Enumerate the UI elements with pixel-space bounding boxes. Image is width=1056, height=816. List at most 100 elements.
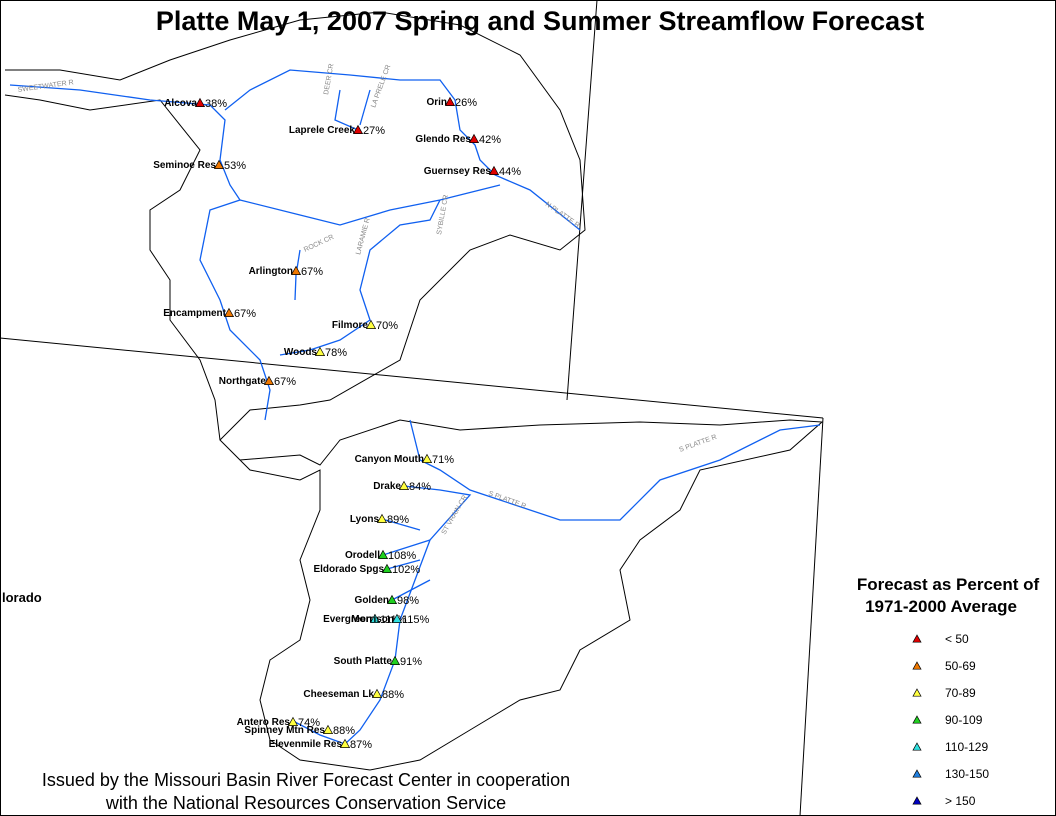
river bbox=[279, 199, 441, 356]
legend-marker bbox=[912, 796, 922, 805]
station-marker bbox=[287, 716, 299, 726]
station-marker bbox=[488, 165, 500, 175]
state-line bbox=[0, 337, 824, 419]
legend-label: 110-129 bbox=[945, 740, 988, 754]
station-name: Seminoe Res bbox=[153, 160, 216, 171]
boundaries bbox=[0, 0, 824, 816]
station-name: Canyon Mouth bbox=[355, 454, 424, 465]
state-line bbox=[799, 417, 824, 816]
station-name: Morrison bbox=[351, 614, 394, 625]
station-name: Guernsey Res bbox=[424, 166, 492, 177]
station-percent: 27% bbox=[363, 125, 385, 137]
river bbox=[239, 184, 501, 226]
station-name: Encampment bbox=[163, 308, 226, 319]
station-marker bbox=[322, 724, 334, 734]
legend-label: < 50 bbox=[945, 632, 969, 646]
legend-marker bbox=[912, 688, 922, 697]
river bbox=[334, 89, 371, 131]
station-percent: 42% bbox=[479, 134, 501, 146]
station-name: Woods bbox=[284, 347, 318, 358]
station-percent: 88% bbox=[333, 725, 355, 737]
station-marker bbox=[194, 97, 206, 107]
rivers bbox=[9, 69, 821, 745]
station-name: Alcova bbox=[164, 98, 197, 109]
station-marker bbox=[290, 265, 302, 275]
station-percent: 115% bbox=[402, 614, 430, 626]
station-percent: 74% bbox=[298, 717, 320, 729]
basin-outline bbox=[4, 11, 824, 771]
station-marker bbox=[376, 513, 388, 523]
legend-label: 90-109 bbox=[945, 713, 983, 727]
station-marker bbox=[223, 307, 235, 317]
station-percent: 70% bbox=[376, 320, 398, 332]
station-percent: 88% bbox=[382, 689, 404, 701]
station-name: South Platte bbox=[334, 656, 393, 667]
river bbox=[294, 249, 301, 301]
map-title: Platte May 1, 2007 Spring and Summer Str… bbox=[156, 6, 924, 36]
state-line bbox=[566, 0, 598, 401]
station-marker bbox=[389, 655, 401, 665]
station-marker bbox=[377, 549, 389, 559]
station-name: Drake bbox=[373, 481, 401, 492]
station-marker bbox=[263, 375, 275, 385]
legend-marker bbox=[912, 634, 922, 643]
station-marker bbox=[468, 133, 480, 143]
river bbox=[381, 518, 431, 601]
station-percent: 91% bbox=[400, 656, 422, 668]
station-percent: 26% bbox=[455, 97, 477, 109]
station-marker bbox=[314, 346, 326, 356]
station-marker bbox=[365, 319, 377, 329]
legend-label: 130-150 bbox=[945, 767, 989, 781]
station-marker bbox=[381, 563, 393, 573]
station-marker bbox=[369, 613, 381, 623]
station-percent: 87% bbox=[350, 739, 372, 751]
station-name: Evergreen bbox=[323, 614, 372, 625]
station-percent: 84% bbox=[409, 481, 431, 493]
station-marker bbox=[444, 96, 456, 106]
legend-label: 50-69 bbox=[945, 659, 976, 673]
station-name: Orin bbox=[426, 97, 447, 108]
station-name: Northgate bbox=[219, 376, 267, 387]
station-name: Filmore bbox=[332, 320, 369, 331]
station-percent: 38% bbox=[205, 98, 227, 110]
station-name: Cheeseman Lk bbox=[303, 689, 374, 700]
station-percent: 102% bbox=[392, 564, 420, 576]
river bbox=[294, 485, 472, 745]
station-percent: 71% bbox=[432, 454, 454, 466]
legend-marker bbox=[912, 715, 922, 724]
station-percent: 67% bbox=[301, 266, 323, 278]
legend-label: 70-89 bbox=[945, 686, 976, 700]
legend-title: Forecast as Percent of bbox=[857, 575, 1040, 594]
station-percent: 67% bbox=[274, 376, 296, 388]
station-name: Eldorado Spgs bbox=[313, 564, 384, 575]
legend-marker bbox=[912, 742, 922, 751]
river bbox=[409, 419, 821, 521]
station-name: Arlington bbox=[249, 266, 293, 277]
station-name: Lyons bbox=[350, 514, 380, 525]
legend-marker bbox=[912, 661, 922, 670]
station-name: Orodell bbox=[345, 550, 380, 561]
station-name: Laprele Creek bbox=[289, 125, 356, 136]
footer-line: Issued by the Missouri Basin River Forec… bbox=[42, 770, 570, 790]
legend-marker bbox=[912, 769, 922, 778]
station-name: Elevenmile Res bbox=[269, 739, 343, 750]
station-percent: 108% bbox=[388, 550, 416, 562]
station-marker bbox=[339, 738, 351, 748]
station-percent: 98% bbox=[397, 595, 419, 607]
legend-title: 1971-2000 Average bbox=[865, 597, 1017, 616]
station-name: Antero Res bbox=[237, 717, 291, 728]
station-percent: 44% bbox=[499, 166, 521, 178]
station-name: Glendo Res bbox=[415, 134, 471, 145]
station-marker bbox=[371, 688, 383, 698]
station-marker bbox=[386, 594, 398, 604]
state-label: lorado bbox=[2, 590, 42, 605]
station-percent: 67% bbox=[234, 308, 256, 320]
station-percent: 111% bbox=[380, 614, 407, 626]
station-percent: 89% bbox=[387, 514, 409, 526]
station-marker bbox=[398, 480, 410, 490]
station-name: Spinney Mtn Res bbox=[244, 725, 325, 736]
station-marker bbox=[352, 124, 364, 134]
